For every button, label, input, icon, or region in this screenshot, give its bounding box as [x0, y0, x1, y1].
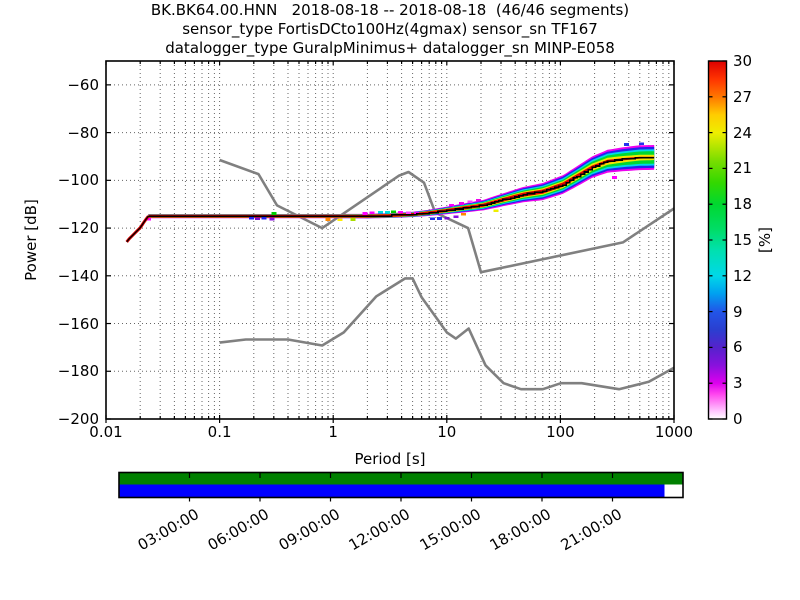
y-tick-label: −120	[57, 219, 99, 238]
grid-lines	[105, 61, 675, 419]
axes-frame-and-ticks	[105, 60, 675, 423]
y-tick-label: −200	[57, 410, 99, 428]
colorbar-tick-label: 27	[733, 87, 753, 106]
x-tick-label: 10	[437, 423, 457, 441]
colorbar-tick-label: 24	[733, 123, 753, 142]
colorbar-tick-label: 15	[733, 231, 753, 249]
nlnm-curve	[219, 277, 675, 391]
nhnm-curve	[219, 158, 675, 274]
coverage-row-bottom	[119, 484, 665, 498]
band-layer-green	[148, 151, 655, 218]
psd-tail-black	[126, 215, 149, 243]
colorbar-tick-label: 21	[733, 159, 753, 178]
psd-mode-step-line	[148, 156, 655, 217]
psd-speckle-cells	[145, 142, 645, 222]
colorbar-tick-label: 30	[733, 52, 753, 70]
psd-mode-line	[125, 156, 655, 243]
colorbar-tick-label: 9	[733, 302, 743, 321]
x-axis-label: Period [s]	[354, 450, 426, 468]
colorbar-tick-label: 12	[733, 266, 753, 285]
title-line-1: BK.BK64.00.HNN 2018-08-18 -- 2018-08-18 …	[150, 1, 630, 19]
x-tick-label: 0.01	[89, 423, 123, 441]
y-tick-label: −180	[57, 362, 99, 381]
x-tick-label: 100	[546, 423, 575, 441]
x-tick-label: 1000	[654, 423, 694, 441]
band-layer-blue	[148, 146, 655, 219]
y-tick-label: −140	[57, 266, 99, 285]
timeline-coverage-bar	[118, 471, 684, 502]
colorbar-tick-label: 18	[733, 195, 753, 214]
colorbar-tick-label: 6	[733, 338, 743, 357]
y-axis-label: Power [dB]	[22, 199, 40, 281]
band-layer-yellow	[148, 154, 655, 218]
colorbar-tick-label: 0	[733, 410, 743, 428]
y-tick-label: −80	[67, 123, 99, 142]
y-tick-label: −60	[67, 75, 99, 94]
psd-histogram-band	[148, 145, 655, 219]
y-tick-label: −100	[57, 171, 99, 190]
title-line-2: sensor_type FortisDCto100Hz(4gmax) senso…	[182, 20, 598, 38]
x-tick-label: 0.1	[207, 423, 232, 441]
noise-model-curves	[219, 158, 675, 391]
title-line-3: datalogger_type GuralpMinimus+ datalogge…	[165, 39, 615, 57]
colorbar	[707, 60, 728, 420]
y-tick-label: −160	[57, 314, 99, 333]
colorbar-tick-label: 3	[733, 374, 743, 393]
x-tick-label: 1	[328, 423, 338, 441]
